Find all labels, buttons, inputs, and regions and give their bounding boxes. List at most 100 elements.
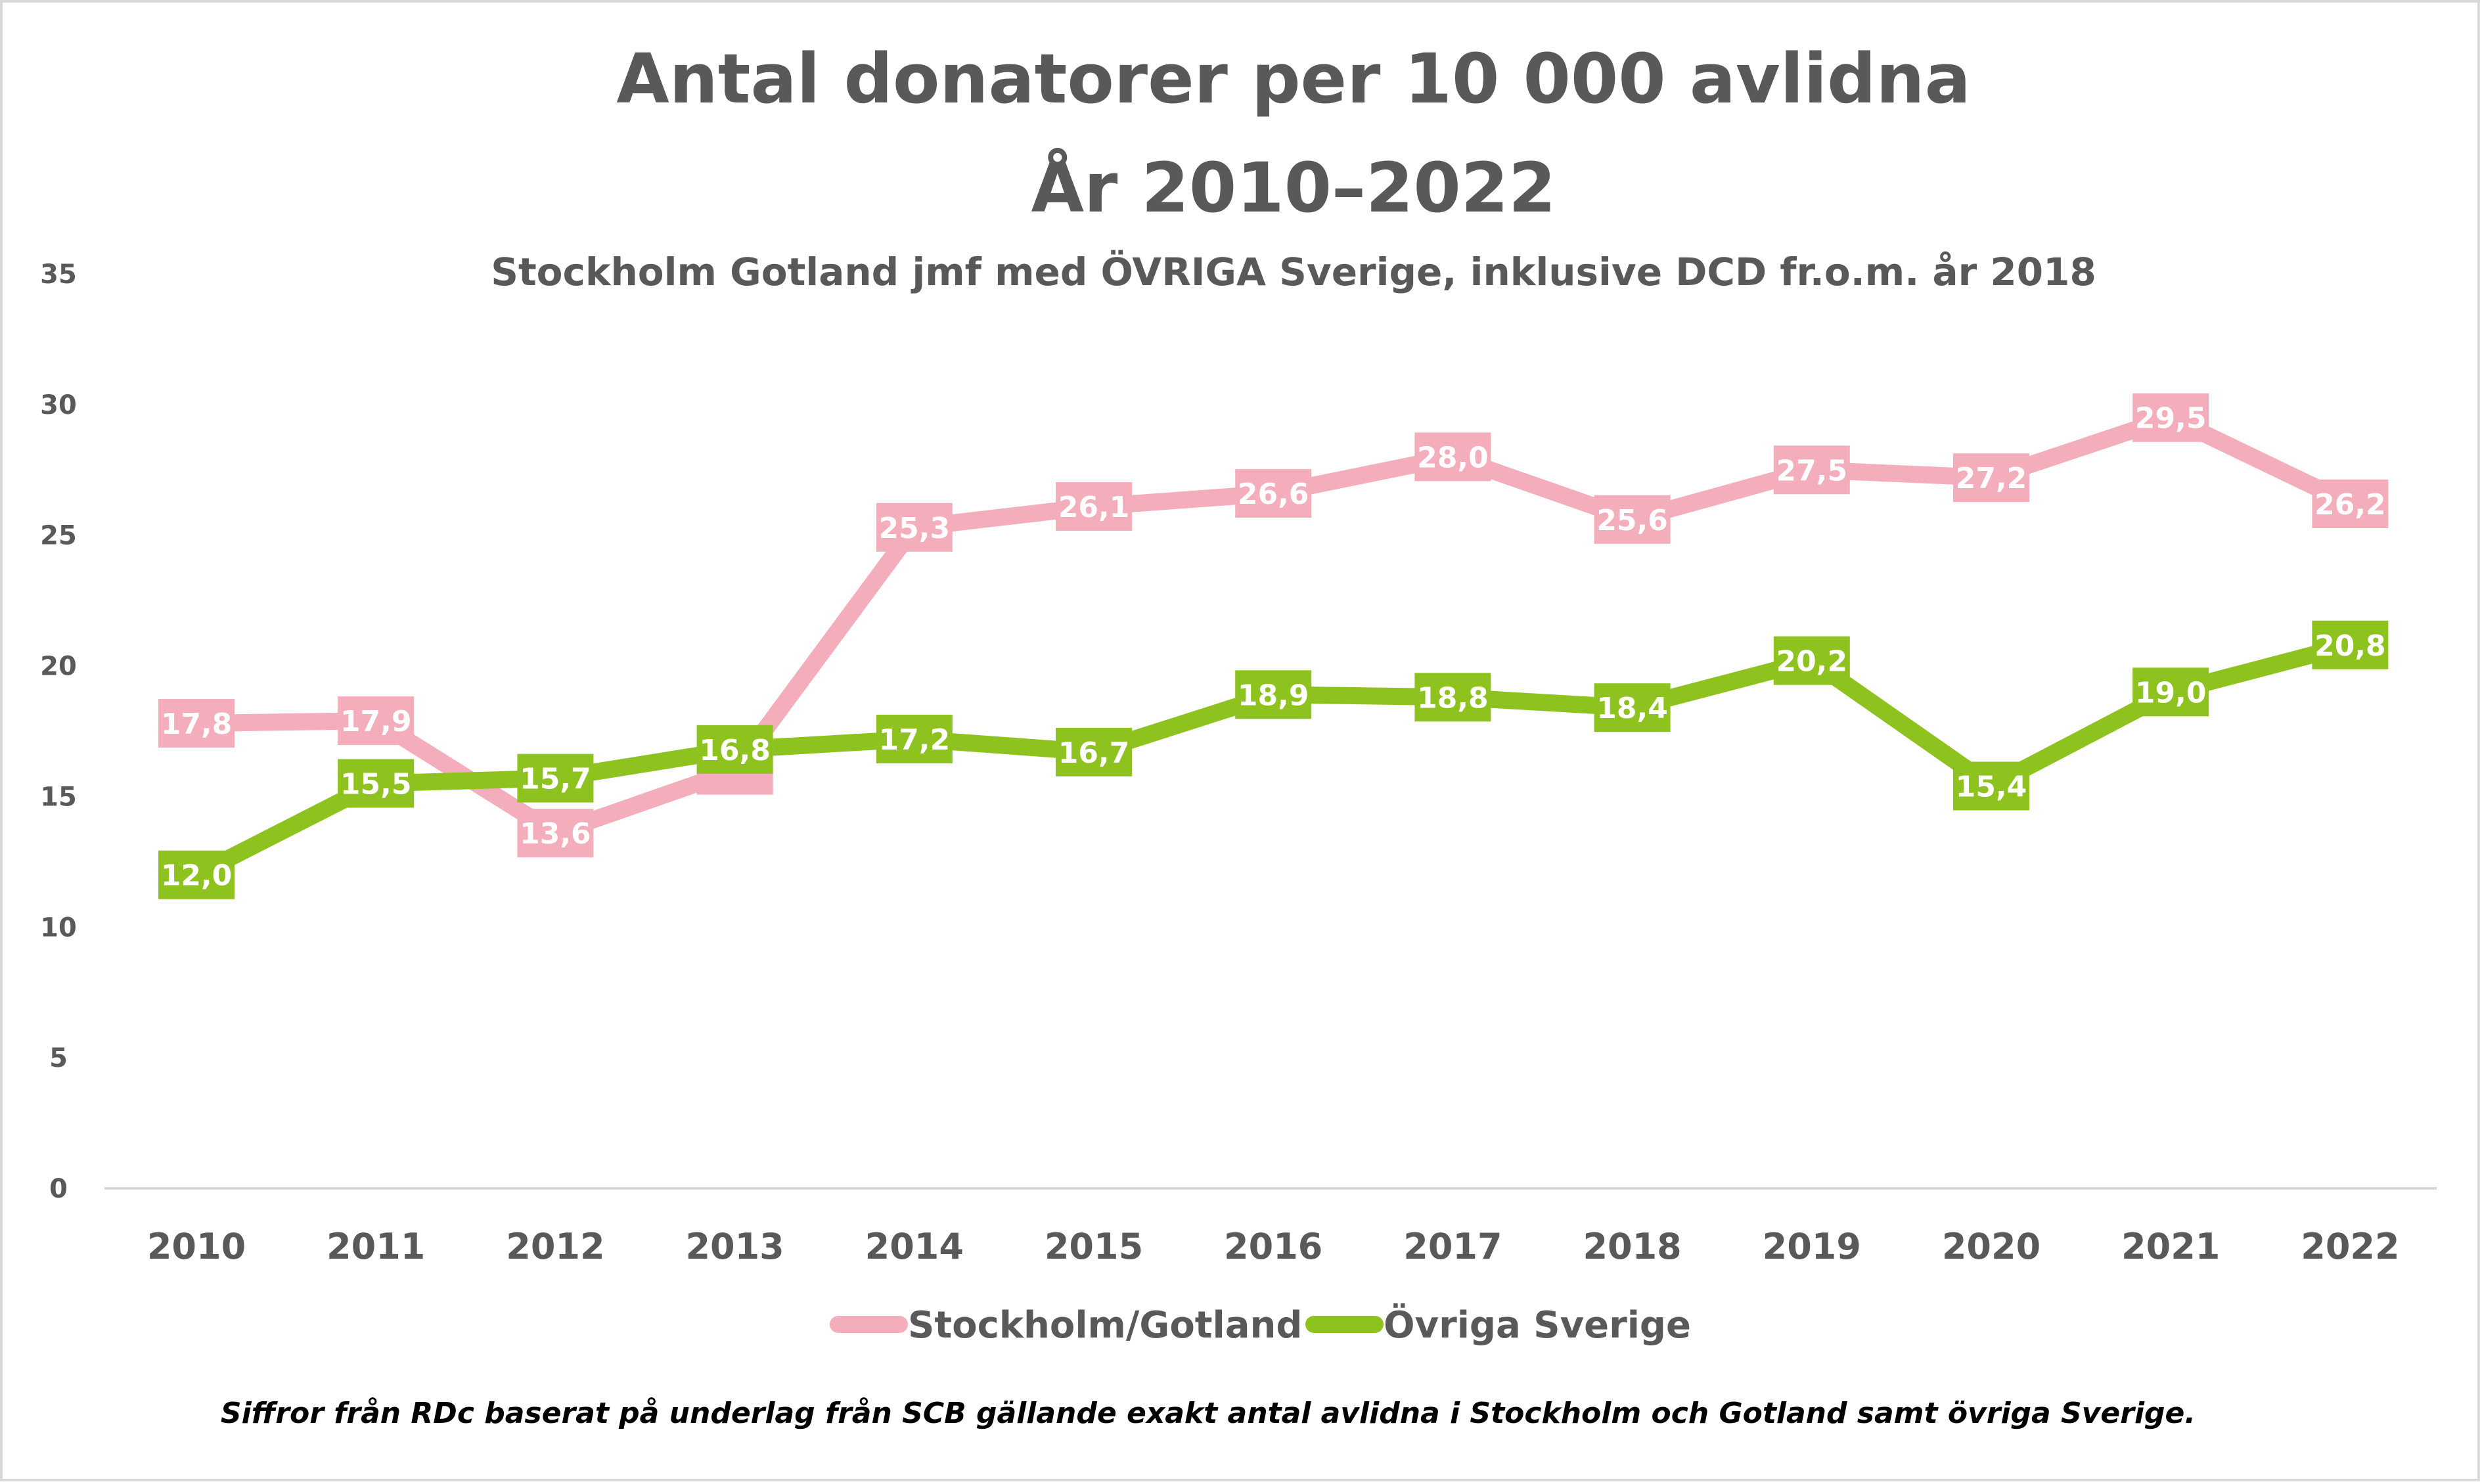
x-tick-label: 2021	[2121, 1226, 2220, 1267]
data-point-1-12: 20,8	[2312, 620, 2389, 669]
data-marker	[876, 714, 953, 763]
data-label: 18,9	[1238, 679, 1309, 712]
y-tick-label: 30	[40, 390, 77, 420]
x-tick-label: 2010	[147, 1226, 246, 1267]
data-point-0-0: 17,8	[158, 699, 235, 748]
data-marker	[338, 759, 415, 808]
data-label: 17,9	[340, 705, 412, 738]
x-tick-label: 2014	[865, 1226, 964, 1267]
data-point-0-10: 27,2	[1953, 453, 2029, 503]
data-label: 27,5	[1776, 454, 1848, 487]
data-label: 26,1	[1058, 491, 1130, 524]
data-labels: 17,8 17,9 13,6 25,3 26,1 26,6 28,0 25,6 27,5 27,2…	[158, 393, 2389, 899]
data-marker	[1056, 482, 1132, 531]
line-chart: Antal donatorer per 10 000 avlidna År 20…	[40, 39, 2437, 1430]
x-tick-label: 2015	[1045, 1226, 1143, 1267]
data-label: 16,8	[699, 734, 771, 767]
chart-title-line2: År 2010–2022	[1031, 148, 1556, 228]
data-label: 28,0	[1417, 441, 1489, 474]
data-label: 25,6	[1596, 504, 1668, 537]
data-marker	[1594, 495, 1671, 544]
data-marker	[2132, 393, 2209, 442]
data-marker	[517, 753, 594, 803]
data-label: 26,2	[2314, 488, 2386, 522]
data-label: 20,2	[1776, 645, 1848, 679]
data-label: 26,6	[1238, 478, 1309, 511]
y-tick-label: 5	[49, 1043, 68, 1073]
data-marker	[2312, 620, 2389, 669]
x-tick-label: 2019	[1763, 1226, 1861, 1267]
data-marker	[517, 809, 594, 858]
data-point-1-10: 15,4	[1953, 761, 2029, 811]
data-marker	[696, 725, 773, 774]
y-tick-label: 10	[40, 912, 77, 943]
data-marker	[1594, 683, 1671, 732]
data-marker	[158, 850, 235, 899]
data-point-1-3: 16,8	[696, 725, 773, 774]
data-label: 29,5	[2135, 402, 2207, 436]
data-label: 16,7	[1058, 736, 1130, 770]
data-point-0-11: 29,5	[2132, 393, 2209, 442]
data-label: 12,0	[161, 859, 233, 893]
data-marker	[1773, 636, 1850, 685]
x-tick-label: 2012	[506, 1226, 604, 1267]
x-tick-label: 2013	[685, 1226, 784, 1267]
data-point-1-0: 12,0	[158, 850, 235, 899]
data-point-1-1: 15,5	[338, 759, 415, 808]
data-marker	[2132, 667, 2209, 717]
data-label: 18,4	[1596, 692, 1668, 725]
data-point-1-2: 15,7	[517, 753, 594, 803]
data-label: 15,5	[340, 768, 412, 801]
data-marker	[158, 699, 235, 748]
data-label: 17,2	[879, 723, 951, 757]
data-point-0-1: 17,9	[338, 696, 415, 746]
data-marker	[1414, 673, 1491, 722]
data-point-1-7: 18,8	[1414, 673, 1491, 722]
data-marker	[1414, 432, 1491, 482]
legend-label-stockholm-gotland: Stockholm/Gotland	[908, 1304, 1303, 1347]
data-marker	[1056, 727, 1132, 776]
data-label: 15,4	[1956, 771, 2027, 804]
data-label: 15,7	[520, 763, 591, 796]
data-point-1-6: 18,9	[1235, 670, 1312, 719]
chart-title: Antal donatorer per 10 000 avlidna	[616, 39, 1971, 119]
data-marker	[338, 696, 415, 746]
x-axis-ticks: 2010 2011 2012 2013 2014 2015 2016 2017 2018 2019…	[147, 1226, 2400, 1267]
chart-subtitle: Stockholm Gotland jmf med ÖVRIGA Sverige…	[491, 249, 2096, 294]
data-marker	[1953, 453, 2029, 503]
y-tick-label: 15	[40, 782, 77, 812]
x-tick-label: 2011	[327, 1226, 425, 1267]
legend-label-ovriga-sverige: Övriga Sverige	[1384, 1304, 1691, 1347]
y-tick-label: 35	[40, 259, 77, 290]
x-tick-label: 2022	[2301, 1226, 2399, 1267]
data-marker	[1235, 469, 1312, 518]
y-tick-label: 20	[40, 652, 77, 682]
data-label: 17,8	[161, 708, 233, 741]
data-point-0-9: 27,5	[1773, 445, 1850, 495]
data-label: 19,0	[2135, 676, 2207, 709]
y-axis-ticks: 0 5 10 15 20 25 30 35	[40, 259, 77, 1204]
data-marker	[1235, 670, 1312, 719]
data-marker	[1773, 445, 1850, 495]
data-label: 20,8	[2314, 629, 2386, 663]
data-label: 25,3	[879, 512, 951, 545]
data-point-0-5: 26,1	[1056, 482, 1132, 531]
data-point-0-4: 25,3	[876, 503, 953, 552]
x-tick-label: 2018	[1583, 1226, 1681, 1267]
x-tick-label: 2016	[1224, 1226, 1322, 1267]
data-point-1-8: 18,4	[1594, 683, 1671, 732]
data-marker	[1953, 761, 2029, 811]
data-marker	[2312, 479, 2389, 528]
data-point-1-11: 19,0	[2132, 667, 2209, 717]
data-point-1-5: 16,7	[1056, 727, 1132, 776]
y-tick-label: 25	[40, 521, 77, 551]
data-point-1-9: 20,2	[1773, 636, 1850, 685]
data-point-1-4: 17,2	[876, 714, 953, 763]
data-point-0-2: 13,6	[517, 809, 594, 858]
data-point-0-7: 28,0	[1414, 432, 1491, 482]
data-point-0-12: 26,2	[2312, 479, 2389, 528]
legend: Stockholm/Gotland Övriga Sverige	[830, 1304, 1691, 1347]
data-marker	[876, 503, 953, 552]
data-point-0-8: 25,6	[1594, 495, 1671, 544]
